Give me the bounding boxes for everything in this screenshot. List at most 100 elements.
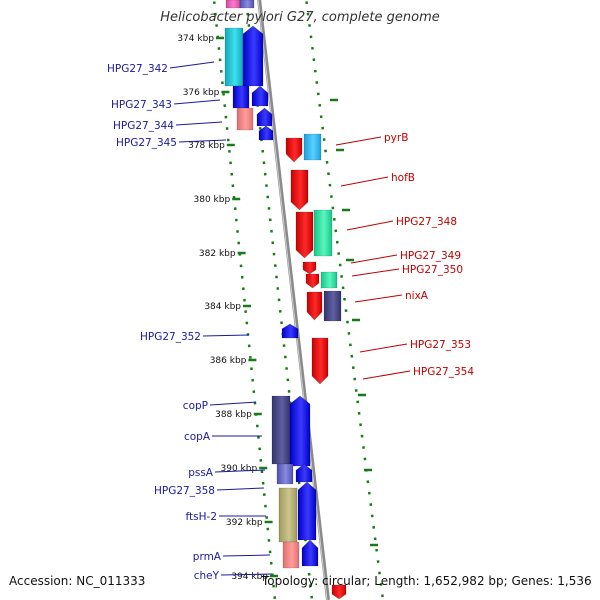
gene-label-left[interactable]: HPG27_342	[107, 61, 215, 75]
gene-label-left[interactable]: cheY	[194, 570, 273, 582]
gene-feature	[282, 541, 300, 569]
backbone-line	[257, 0, 330, 600]
gene-feature	[278, 487, 298, 543]
gene-labels[interactable]: HPG27_342 HPG27_343 HPG27_344 HPG27_345 HPG2…	[107, 61, 474, 582]
leader-line	[220, 573, 273, 576]
gene-name[interactable]: HPG27_354	[413, 366, 474, 378]
leader-line	[346, 220, 394, 231]
leader-line	[340, 176, 389, 187]
gene-feature	[289, 395, 311, 467]
gene-feature	[313, 209, 333, 257]
gene-feature	[295, 463, 313, 483]
gene-label-right[interactable]: HPG27_348	[346, 216, 457, 231]
leader-line	[359, 343, 408, 353]
genome-title: Helicobacter pylori G27, complete genome	[160, 10, 440, 25]
gene-feature	[232, 85, 250, 109]
gene-feature	[224, 27, 244, 87]
gene-name[interactable]: HPG27_344	[113, 120, 174, 132]
gene-name[interactable]: HPG27_349	[400, 250, 461, 262]
leader-line	[350, 254, 398, 264]
ruler-label: 384 kbp	[204, 302, 241, 312]
gene-label-left[interactable]: HPG27_343	[111, 99, 221, 111]
gene-feature	[256, 107, 273, 127]
gene-feature	[295, 211, 314, 259]
gene-feature	[239, 0, 255, 9]
gene-name[interactable]: HPG27_350	[402, 264, 463, 276]
gene-feature	[242, 25, 264, 87]
ruler-label: 392 kbp	[226, 518, 263, 528]
leader-line	[362, 370, 411, 380]
ruler-label: 376 kbp	[183, 88, 220, 98]
gene-feature	[303, 133, 322, 161]
gene-feature	[276, 463, 294, 485]
gene-feature	[311, 337, 329, 385]
gene-name[interactable]: ftsH-2	[186, 511, 217, 523]
gene-label-left[interactable]: HPG27_345	[116, 137, 227, 149]
gene-name[interactable]: hofB	[391, 172, 415, 184]
leader-line	[173, 99, 221, 105]
gene-label-left[interactable]: ftsH-2	[186, 511, 266, 523]
gene-feature	[271, 395, 291, 465]
gene-feature	[281, 323, 299, 339]
gene-label-left[interactable]: HPG27_344	[113, 120, 223, 132]
gene-name[interactable]: copP	[183, 400, 208, 412]
gene-feature	[323, 290, 342, 322]
accession-text: Accession: NC_011333	[9, 574, 146, 588]
gene-label-right[interactable]: nixA	[354, 290, 429, 303]
gene-name[interactable]: cheY	[194, 570, 220, 582]
gene-name[interactable]: HPG27_343	[111, 99, 172, 111]
gene-feature	[290, 169, 309, 211]
gene-feature	[297, 481, 317, 541]
gene-name[interactable]: pssA	[188, 467, 214, 479]
topology-summary: Topology: circular; Length: 1,652,982 bp…	[262, 574, 592, 588]
gene-label-right[interactable]: HPG27_349	[350, 250, 461, 264]
gene-feature	[301, 539, 319, 567]
gene-name[interactable]: HPG27_342	[107, 63, 168, 75]
leader-line	[178, 139, 227, 143]
gene-feature	[285, 137, 303, 163]
ruler-label: 390 kbp	[221, 464, 258, 474]
gene-name[interactable]: HPG27_348	[396, 216, 457, 228]
gene-label-right[interactable]: HPG27_353	[359, 339, 471, 353]
ruler-label: 380 kbp	[194, 195, 231, 205]
leader-line	[209, 401, 257, 406]
gene-name[interactable]: HPG27_358	[154, 485, 215, 497]
gene-label-left[interactable]: copA	[184, 431, 262, 443]
gene-label-right[interactable]: hofB	[340, 172, 415, 187]
gene-label-right[interactable]: HPG27_354	[362, 366, 474, 380]
gene-name[interactable]: HPG27_352	[140, 331, 201, 343]
gene-name[interactable]: copA	[184, 431, 211, 443]
gene-name[interactable]: HPG27_345	[116, 137, 177, 149]
leader-line	[222, 554, 271, 557]
ruler-label: 378 kbp	[188, 141, 225, 151]
gene-feature	[302, 261, 317, 275]
kbp-ruler: 374 kbp 376 kbp 378 kbp 380 kbp 382 kbp 384 k…	[177, 34, 378, 582]
gene-feature	[258, 125, 274, 141]
gene-label-left[interactable]: copP	[183, 400, 257, 412]
gene-feature	[251, 85, 269, 107]
gene-feature	[306, 291, 323, 321]
gene-feature	[225, 0, 241, 9]
ruler-label: 394 kbp	[231, 572, 268, 582]
gene-label-left[interactable]: HPG27_358	[154, 485, 265, 497]
leader-line	[175, 121, 223, 126]
ruler-label: 382 kbp	[199, 249, 236, 259]
gene-label-left[interactable]: HPG27_352	[140, 331, 250, 343]
leader-line	[169, 61, 215, 69]
gene-name[interactable]: prmA	[193, 551, 222, 563]
leader-line	[354, 294, 403, 303]
gene-label-left[interactable]: prmA	[193, 551, 271, 563]
gene-label-right[interactable]: HPG27_350	[351, 264, 463, 277]
gene-feature	[331, 584, 347, 600]
gene-name[interactable]: HPG27_353	[410, 339, 471, 351]
gene-name[interactable]: nixA	[405, 290, 429, 302]
ruler-label: 374 kbp	[177, 34, 214, 44]
ruler-label: 386 kbp	[210, 356, 247, 366]
gene-label-left[interactable]: pssA	[188, 467, 266, 479]
leader-line	[351, 268, 400, 277]
gene-label-right[interactable]: pyrB	[335, 132, 408, 146]
gene-feature	[236, 107, 254, 131]
gene-feature	[320, 271, 338, 289]
gene-name[interactable]: pyrB	[384, 132, 408, 144]
